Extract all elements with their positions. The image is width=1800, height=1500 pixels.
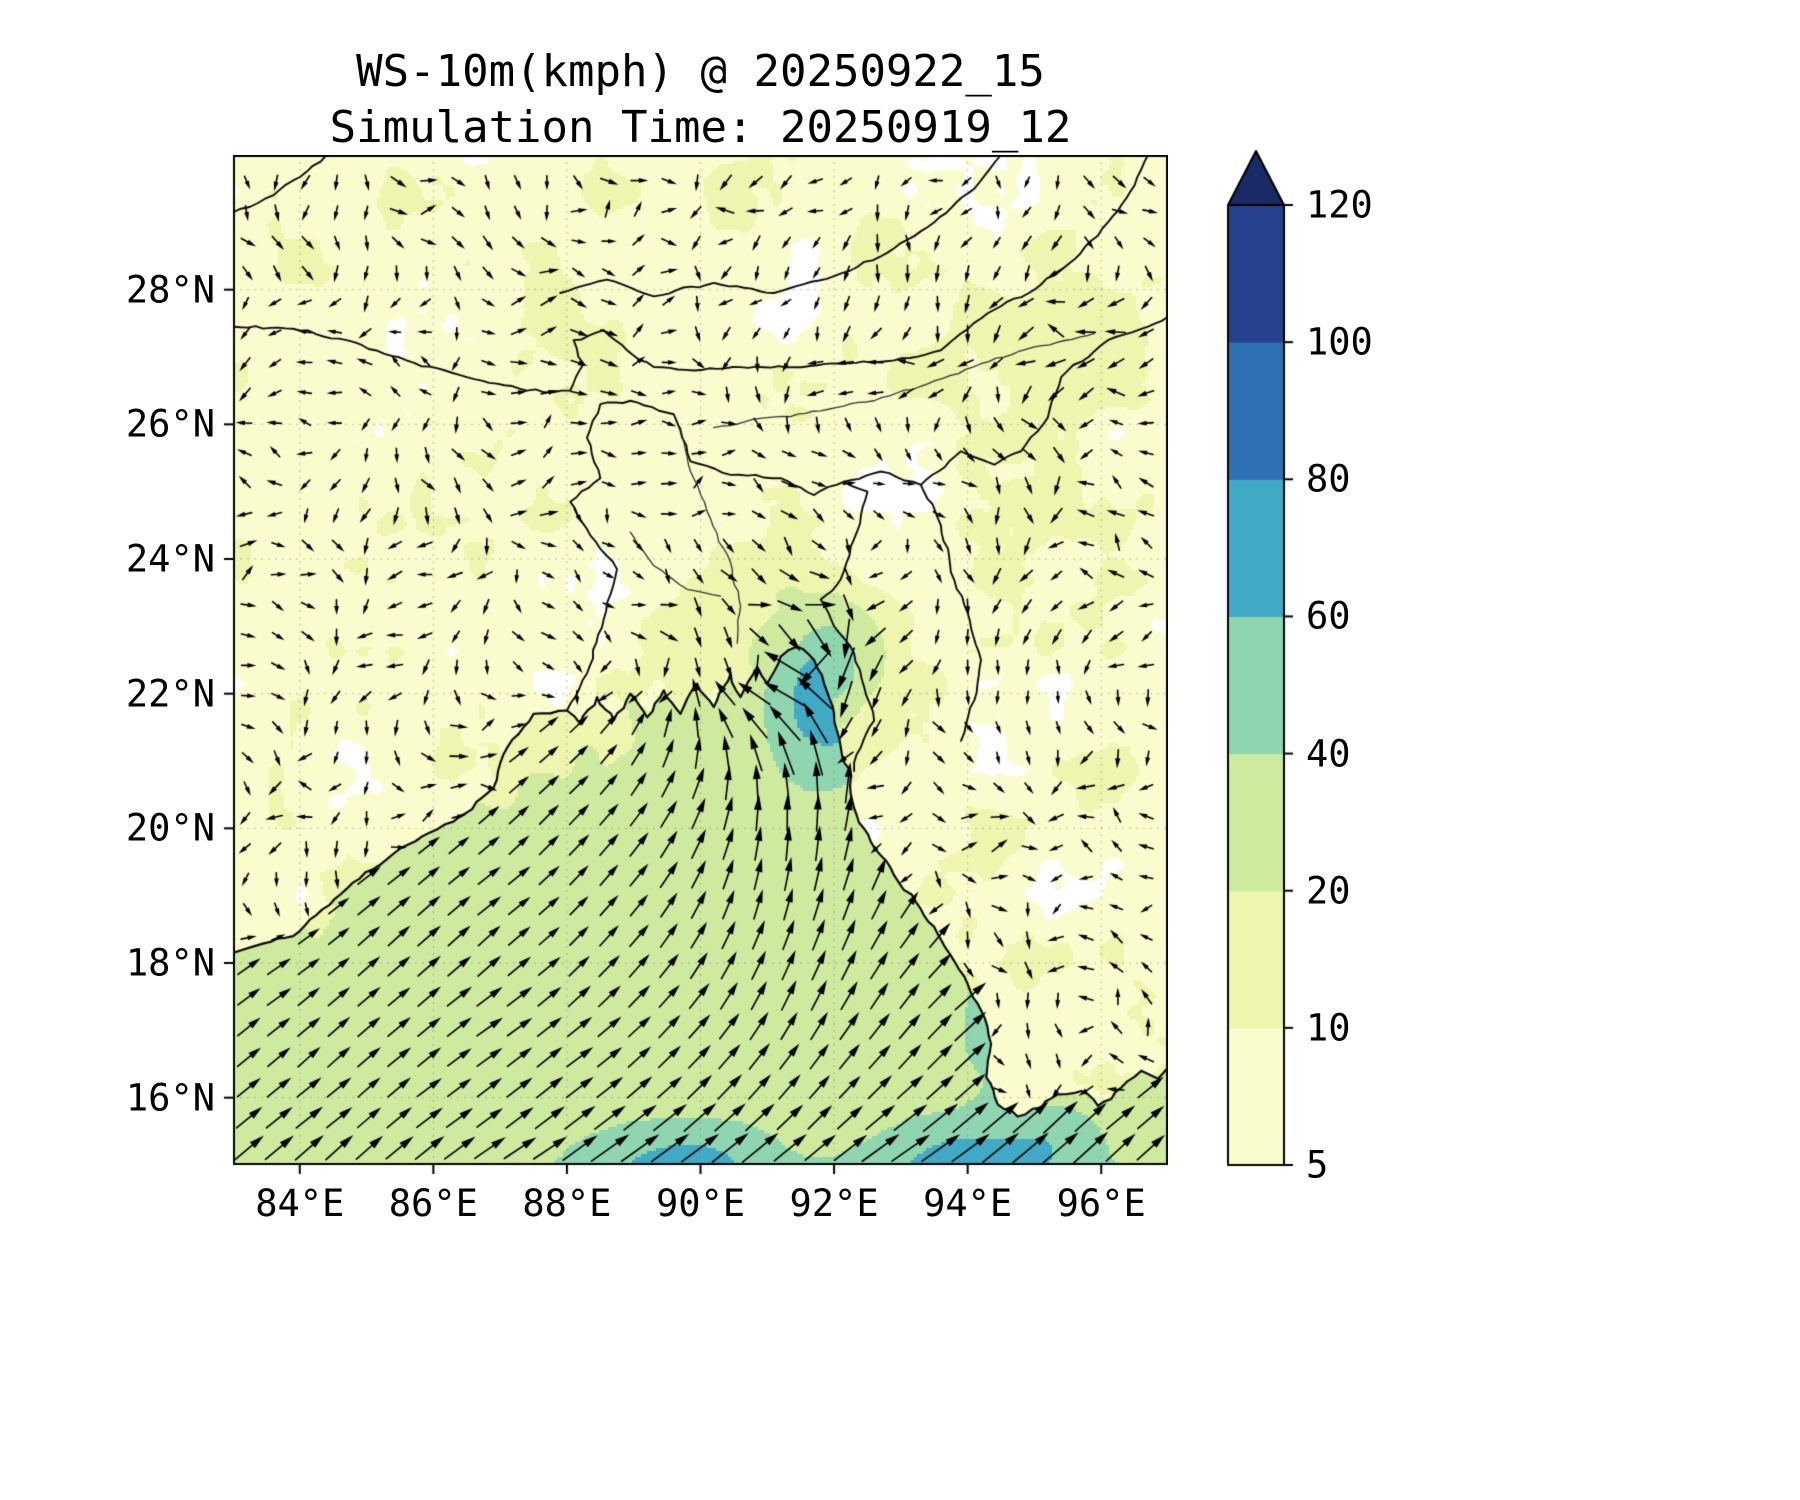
chart-title: WS-10m(kmph) @ 20250922_15	[356, 46, 1045, 97]
x-tick-label: 92°E	[789, 1182, 879, 1225]
y-tick-label: 16°N	[125, 1076, 215, 1120]
colorbar-tick-label: 120	[1306, 183, 1373, 227]
y-tick-label: 22°N	[125, 672, 215, 716]
colorbar-tick-label: 20	[1306, 869, 1351, 913]
chart-subtitle: Simulation Time: 20250919_12	[329, 102, 1072, 153]
y-tick-label: 28°N	[125, 268, 215, 312]
y-tick-label: 26°N	[125, 402, 215, 446]
x-tick-label: 86°E	[388, 1182, 478, 1225]
colorbar-tick-label: 60	[1306, 594, 1351, 638]
x-tick-label: 90°E	[655, 1182, 746, 1225]
y-tick-label: 18°N	[125, 941, 215, 985]
x-tick-label: 88°E	[522, 1182, 612, 1225]
colorbar-tick-label: 80	[1306, 457, 1351, 501]
colorbar-tick-label: 10	[1306, 1006, 1351, 1050]
x-tick-label: 96°E	[1056, 1182, 1146, 1225]
colorbar	[1218, 145, 1378, 1175]
y-tick-label: 24°N	[125, 537, 215, 581]
wind-map-canvas	[221, 155, 1168, 1177]
y-tick-label: 20°N	[125, 806, 215, 850]
colorbar-tick-label: 100	[1306, 320, 1373, 364]
x-tick-label: 94°E	[923, 1182, 1013, 1225]
colorbar-tick-label: 40	[1306, 732, 1351, 776]
colorbar-tick-label: 5	[1306, 1143, 1329, 1187]
x-tick-label: 84°E	[255, 1182, 345, 1225]
